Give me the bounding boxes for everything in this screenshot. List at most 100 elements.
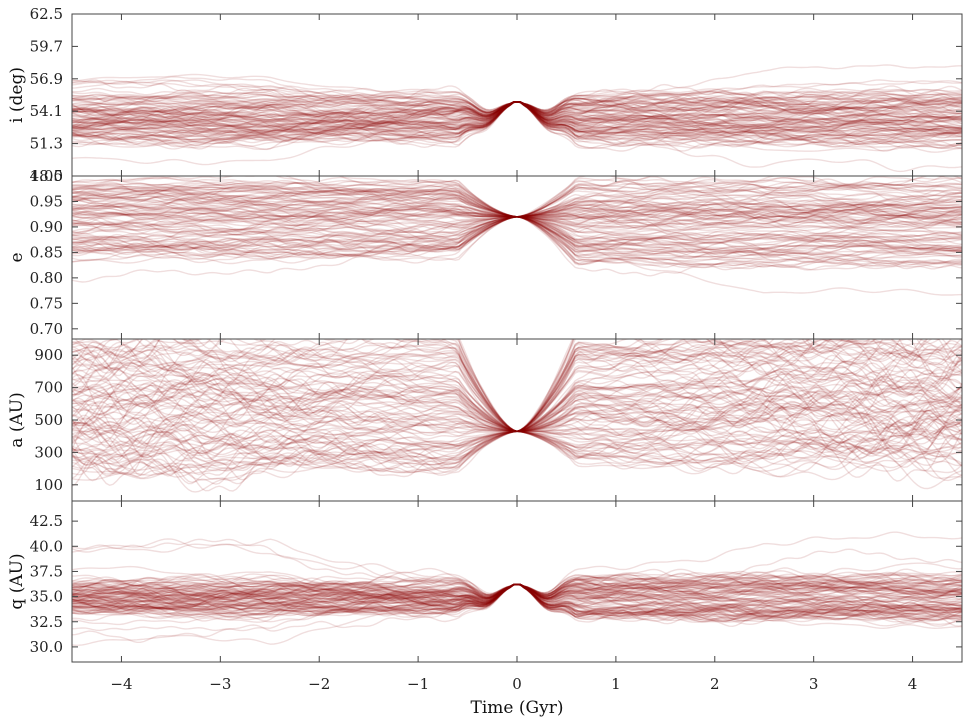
trajectory-line: [72, 197, 962, 242]
trajectory-line: [72, 339, 962, 481]
y-tick-label-eccentricity: 0.80: [30, 269, 63, 287]
trajectory-line: [72, 579, 962, 614]
trajectory-line: [72, 572, 962, 609]
trajectory-line: [72, 339, 901, 433]
trajectory-line: [72, 79, 962, 121]
trajectory-line: [72, 93, 962, 138]
trajectory-line: [72, 360, 962, 436]
trajectory-line: [72, 383, 962, 433]
trajectory-line: [72, 400, 962, 492]
trajectory-line: [72, 88, 962, 128]
trajectory-line: [72, 189, 962, 231]
trajectory-line: [72, 538, 962, 599]
x-tick-label: −2: [308, 675, 330, 693]
trajectory-line: [72, 339, 962, 433]
trajectory-line: [72, 367, 962, 433]
trajectory-line: [72, 93, 962, 130]
trajectory-line: [72, 583, 962, 623]
trajectory-line: [72, 339, 811, 433]
trajectory-line: [72, 216, 962, 257]
trajectory-line: [72, 346, 962, 433]
trajectory-line: [72, 582, 962, 612]
trajectory-line: [72, 583, 962, 623]
trajectory-line: [72, 197, 962, 218]
panel-semi_major_axis: 100 300 500 700 900 a (AU): [7, 338, 963, 502]
trajectory-line: [72, 582, 962, 623]
trajectory-line: [72, 101, 962, 133]
trajectory-line: [72, 581, 962, 605]
trajectory-line: [72, 192, 962, 218]
trajectory-line: [72, 185, 962, 262]
trajectory-line: [72, 101, 962, 142]
trajectory-line: [72, 98, 962, 124]
trajectory-line: [72, 580, 962, 601]
trajectory-line: [72, 73, 962, 118]
trajectory-line: [72, 339, 928, 445]
trajectory-line: [72, 216, 962, 257]
trajectory-line: [72, 101, 962, 137]
trajectory-line: [72, 191, 962, 257]
trajectory-line: [72, 583, 962, 626]
trajectory-line: [72, 101, 962, 142]
trajectory-line: [72, 90, 962, 128]
x-tick-label: −1: [407, 675, 429, 693]
trajectory-line: [72, 354, 962, 487]
trajectory-line: [72, 101, 962, 137]
trajectory-line: [72, 583, 962, 612]
trajectory-line: [72, 339, 933, 463]
trajectory-line: [72, 376, 962, 446]
trajectory-line: [72, 188, 962, 260]
trajectory-line: [72, 188, 962, 238]
trajectory-line: [72, 176, 962, 259]
trajectory-line: [72, 583, 962, 618]
trajectory-line: [72, 209, 962, 253]
trajectory-line: [72, 582, 962, 614]
trajectory-line: [72, 383, 962, 481]
trajectory-line: [72, 572, 962, 598]
trajectory-line: [72, 339, 962, 469]
trajectory-line: [72, 346, 962, 458]
trajectory-line: [72, 369, 962, 441]
trajectory-line: [72, 346, 962, 450]
trajectory-line: [72, 101, 962, 166]
trajectory-line: [72, 575, 962, 604]
trajectory-line: [72, 583, 962, 622]
trajectory-line: [72, 417, 962, 445]
trajectory-line: [72, 94, 962, 119]
trajectory-line: [72, 83, 962, 128]
trajectory-line: [72, 429, 962, 480]
trajectory-line: [72, 216, 962, 259]
trajectory-line: [72, 417, 962, 451]
trajectory-line: [72, 339, 962, 445]
trajectory-line: [72, 339, 962, 433]
trajectory-line: [72, 202, 962, 221]
trajectory-line: [72, 393, 962, 467]
trajectory-line: [72, 427, 962, 463]
y-tick-label-inclination: 62.5: [30, 5, 63, 23]
trajectory-line: [72, 101, 962, 123]
trajectory-line: [72, 359, 962, 485]
trajectory-line: [72, 573, 962, 611]
trajectory-line: [72, 216, 962, 247]
trajectory-line: [72, 178, 962, 246]
trajectory-line: [72, 101, 962, 144]
trajectory-line: [72, 94, 962, 134]
trajectory-line: [72, 176, 962, 218]
trajectory-line: [72, 583, 962, 614]
trajectories-eccentricity: [72, 176, 962, 296]
trajectory-line: [72, 95, 962, 116]
trajectory-line: [72, 583, 962, 617]
trajectory-line: [72, 188, 962, 218]
trajectory-line: [72, 101, 962, 132]
trajectory-line: [72, 92, 962, 115]
trajectory-line: [72, 400, 962, 457]
trajectory-line: [72, 392, 962, 455]
x-tick-label: −4: [110, 675, 132, 693]
trajectory-line: [72, 97, 962, 152]
trajectory-line: [72, 100, 962, 135]
trajectory-line: [72, 181, 962, 258]
trajectory-line: [72, 571, 962, 621]
trajectory-line: [72, 403, 962, 477]
trajectory-line: [393, 339, 962, 458]
trajectory-line: [72, 192, 962, 254]
